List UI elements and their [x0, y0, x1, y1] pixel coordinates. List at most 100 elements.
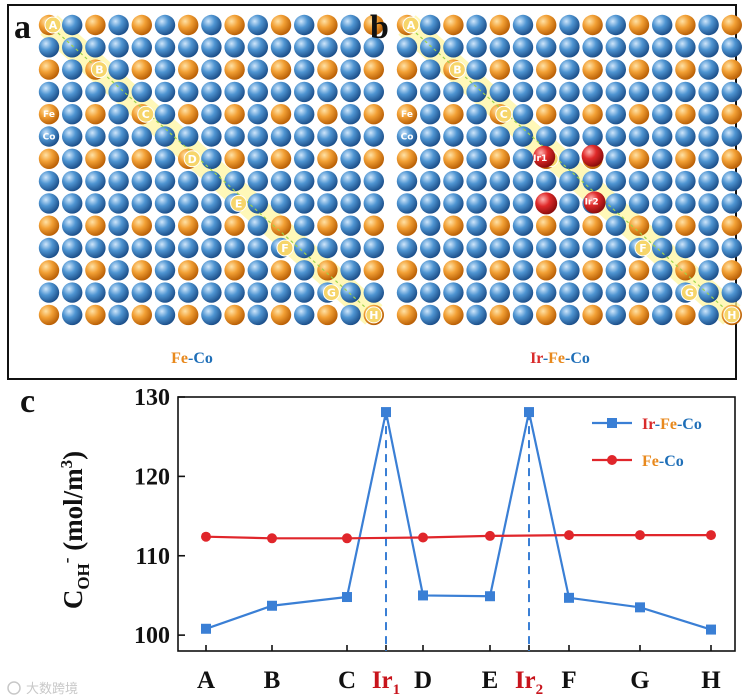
x-tick-label-main: C	[338, 667, 356, 694]
fe-atom	[131, 59, 152, 80]
co-atom	[340, 282, 361, 303]
fe-atom	[489, 215, 510, 236]
co-atom	[652, 148, 673, 169]
fe-atom	[85, 14, 106, 36]
co-atom	[61, 304, 83, 326]
co-atom	[247, 14, 268, 36]
site-label: H	[369, 309, 378, 322]
co-atom	[721, 237, 742, 259]
co-atom	[108, 282, 129, 303]
co-atom	[582, 282, 603, 303]
co-atom	[294, 215, 315, 236]
co-atom	[108, 126, 129, 147]
fe-atom	[628, 104, 650, 125]
co-atom	[489, 237, 510, 259]
co-atom	[108, 59, 129, 80]
co-atom	[466, 59, 487, 80]
watermark-text: 大数跨境	[26, 682, 78, 697]
fe-atom	[628, 14, 650, 36]
co-atom	[466, 14, 487, 36]
caption-part: Fe	[171, 350, 188, 367]
co-atom	[698, 81, 719, 103]
co-atom	[582, 81, 603, 103]
data-point-Ir-Fe-Co-Ir2	[524, 407, 534, 418]
fe-atom	[178, 104, 199, 125]
co-atom	[420, 81, 441, 103]
co-atom	[340, 81, 361, 103]
co-atom	[247, 37, 268, 58]
co-atom	[559, 304, 580, 326]
co-atom	[61, 126, 83, 147]
co-atom	[294, 193, 315, 214]
caption-part: Co	[570, 350, 590, 367]
co-atom	[512, 260, 534, 281]
co-atom	[340, 304, 361, 326]
co-atom	[131, 81, 152, 103]
co-atom	[582, 237, 603, 259]
series-line-Ir-Fe-Co	[205, 411, 712, 631]
co-atom	[131, 126, 152, 147]
fe-atom	[38, 260, 60, 281]
panel-b-caption: Ir-Fe-Co	[530, 350, 590, 367]
co-atom	[38, 193, 60, 214]
legend-label: Fe-Co	[642, 453, 684, 470]
co-atom	[559, 81, 580, 103]
co-atom	[721, 282, 742, 303]
co-atom	[628, 126, 650, 147]
co-atom	[340, 170, 361, 192]
fe-atom	[443, 104, 464, 125]
co-atom	[340, 59, 361, 80]
site-label: B	[453, 64, 461, 77]
co-atom	[108, 81, 129, 103]
site-marker	[44, 16, 62, 34]
co-atom	[247, 304, 268, 326]
fe-atom	[536, 215, 557, 236]
atom-legend-label: Fe	[43, 110, 55, 120]
co-atom	[317, 237, 338, 259]
co-atom	[363, 81, 384, 103]
co-atom	[178, 37, 199, 58]
co-atom	[536, 81, 557, 103]
co-atom	[363, 170, 384, 192]
co-atom	[652, 170, 673, 192]
y-label-close: )	[58, 451, 88, 460]
data-point-Ir-Fe-Co-E	[485, 591, 495, 602]
site-label: D	[188, 153, 197, 166]
co-atom	[675, 37, 696, 58]
fe-atom	[178, 260, 199, 281]
co-atom	[605, 282, 626, 303]
co-atom	[154, 304, 176, 326]
y-label-unit: (mol/m	[58, 468, 88, 558]
co-atom	[201, 304, 222, 326]
co-atom	[270, 81, 292, 103]
co-atom	[294, 282, 315, 303]
co-atom	[178, 237, 199, 259]
co-atom	[154, 14, 176, 36]
co-atom	[294, 148, 315, 169]
fe-atom	[178, 215, 199, 236]
caption-part: -	[188, 350, 193, 367]
fe-atom	[224, 215, 245, 236]
co-atom	[652, 14, 673, 36]
fe-atom	[675, 104, 696, 125]
co-atom	[154, 126, 176, 147]
co-atom	[628, 282, 650, 303]
co-atom	[247, 81, 268, 103]
co-atom	[294, 260, 315, 281]
co-atom	[698, 260, 719, 281]
co-atom	[559, 282, 580, 303]
x-tick-label: B	[264, 667, 281, 694]
co-atom	[466, 126, 487, 147]
co-atom	[396, 282, 418, 303]
data-point-Ir-Fe-Co-H	[706, 624, 716, 635]
fe-atom	[38, 104, 60, 125]
co-atom	[443, 282, 464, 303]
fe-atom	[224, 59, 245, 80]
co-atom	[294, 126, 315, 147]
legend-label-part: Co	[664, 453, 684, 470]
x-tick-label: F	[561, 667, 576, 694]
co-atom	[396, 193, 418, 214]
co-atom	[294, 170, 315, 192]
co-atom	[605, 260, 626, 281]
